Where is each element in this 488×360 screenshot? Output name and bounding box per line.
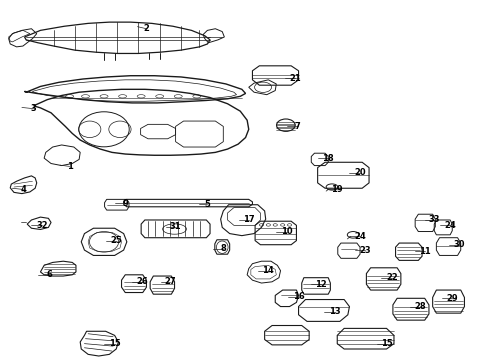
Text: 1: 1 <box>66 162 72 171</box>
Text: 17: 17 <box>243 216 254 225</box>
Text: 19: 19 <box>331 185 343 194</box>
Text: 32: 32 <box>36 221 48 230</box>
Text: 10: 10 <box>281 227 292 236</box>
Text: 23: 23 <box>359 246 370 255</box>
Text: 8: 8 <box>220 244 226 253</box>
Text: 4: 4 <box>20 185 26 194</box>
Text: 24: 24 <box>444 221 455 230</box>
Text: 27: 27 <box>164 277 176 286</box>
Text: 15: 15 <box>108 339 120 348</box>
Text: 29: 29 <box>446 294 457 303</box>
Text: 30: 30 <box>452 240 464 249</box>
Text: 6: 6 <box>46 270 52 279</box>
Text: 18: 18 <box>322 154 333 163</box>
Text: 15: 15 <box>380 339 391 348</box>
Text: 2: 2 <box>143 24 149 33</box>
Text: 13: 13 <box>328 307 340 316</box>
Text: 24: 24 <box>353 232 365 241</box>
Text: 20: 20 <box>353 168 365 177</box>
Text: 21: 21 <box>288 74 300 83</box>
Text: 25: 25 <box>110 236 122 245</box>
Text: 3: 3 <box>31 104 36 113</box>
Text: 9: 9 <box>122 199 128 208</box>
Text: 22: 22 <box>385 273 397 282</box>
Text: 11: 11 <box>418 247 430 256</box>
Text: 7: 7 <box>294 122 300 131</box>
Text: 26: 26 <box>137 277 148 286</box>
Text: 16: 16 <box>292 292 304 301</box>
Text: 14: 14 <box>262 266 274 275</box>
Text: 33: 33 <box>427 216 439 225</box>
Text: 28: 28 <box>414 302 426 311</box>
Text: 5: 5 <box>204 200 210 209</box>
Text: 12: 12 <box>315 280 326 289</box>
Text: 31: 31 <box>169 222 181 231</box>
